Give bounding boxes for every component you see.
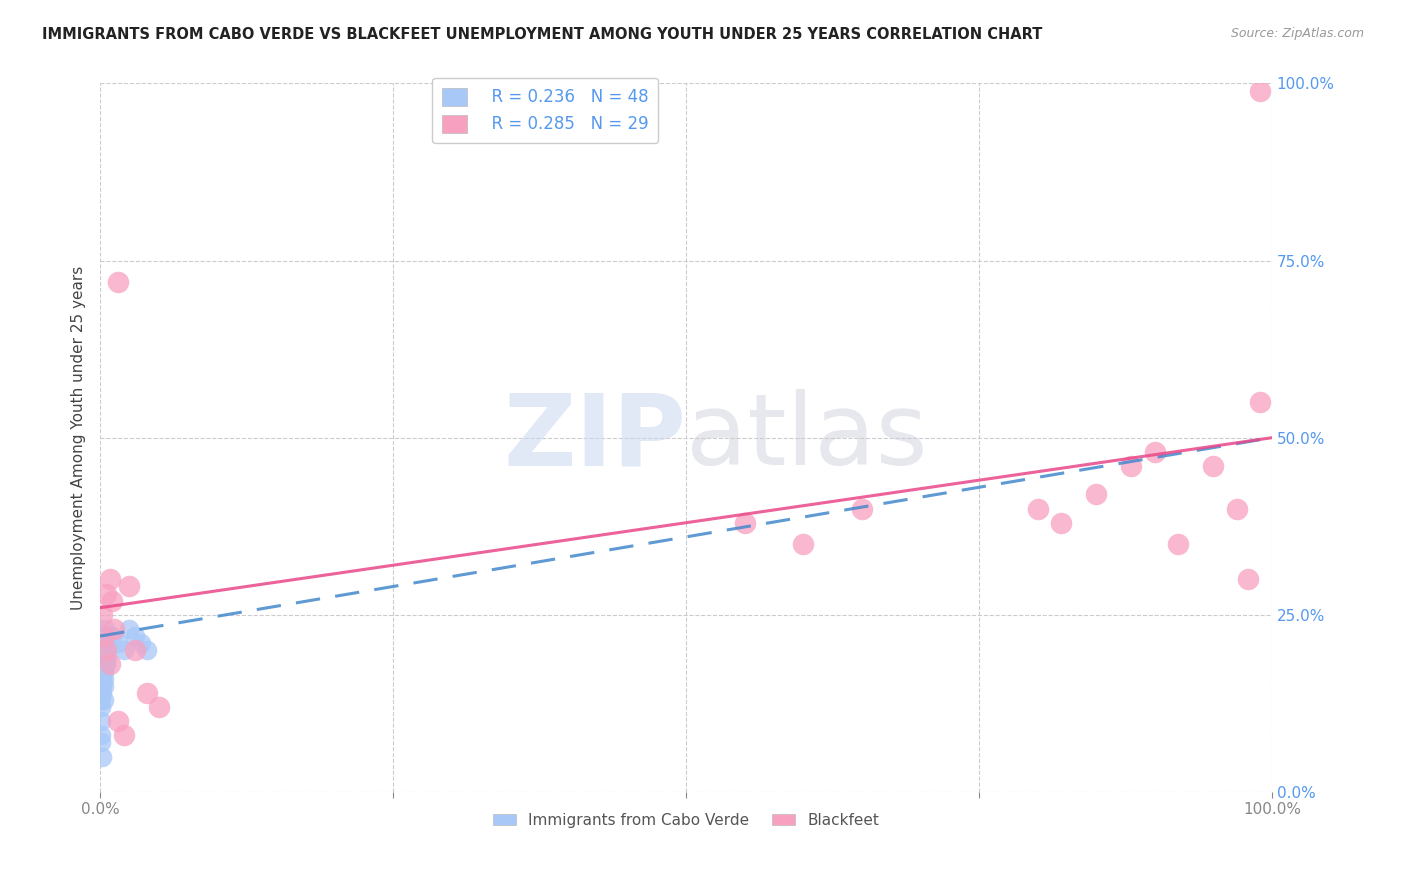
Y-axis label: Unemployment Among Youth under 25 years: Unemployment Among Youth under 25 years	[72, 266, 86, 610]
Point	[94, 622, 117, 636]
Point	[1050, 516, 1073, 530]
Point	[91, 749, 114, 764]
Point	[91, 657, 114, 672]
Point	[112, 643, 135, 657]
Point	[91, 672, 114, 686]
Point	[792, 537, 814, 551]
Point	[93, 636, 115, 650]
Point	[91, 629, 114, 643]
Point	[93, 679, 115, 693]
Point	[93, 650, 115, 665]
Point	[107, 636, 129, 650]
Point	[93, 643, 115, 657]
Point	[96, 650, 118, 665]
Point	[136, 686, 159, 700]
Point	[93, 629, 115, 643]
Point	[734, 516, 756, 530]
Point	[93, 643, 115, 657]
Point	[94, 629, 117, 643]
Point	[101, 629, 124, 643]
Point	[93, 629, 115, 643]
Point	[93, 643, 115, 657]
Point	[93, 693, 115, 707]
Point	[91, 665, 114, 679]
Point	[90, 735, 112, 749]
Point	[103, 622, 125, 636]
Point	[91, 672, 114, 686]
Point	[91, 665, 114, 679]
Point	[91, 657, 114, 672]
Point	[93, 672, 115, 686]
Point	[94, 643, 117, 657]
Point	[90, 714, 112, 728]
Point	[124, 643, 146, 657]
Point	[1249, 83, 1271, 97]
Point	[1202, 458, 1225, 473]
Point	[136, 643, 159, 657]
Point	[90, 728, 112, 742]
Point	[1121, 458, 1143, 473]
Point	[91, 679, 114, 693]
Point	[94, 586, 117, 600]
Point	[1085, 487, 1108, 501]
Point	[93, 650, 115, 665]
Point	[91, 643, 114, 657]
Text: IMMIGRANTS FROM CABO VERDE VS BLACKFEET UNEMPLOYMENT AMONG YOUTH UNDER 25 YEARS : IMMIGRANTS FROM CABO VERDE VS BLACKFEET …	[42, 27, 1043, 42]
Point	[94, 629, 117, 643]
Point	[94, 650, 117, 665]
Point	[93, 665, 115, 679]
Text: ZIP: ZIP	[503, 389, 686, 486]
Point	[98, 573, 121, 587]
Legend: Immigrants from Cabo Verde, Blackfeet: Immigrants from Cabo Verde, Blackfeet	[486, 806, 886, 834]
Point	[94, 636, 117, 650]
Point	[148, 700, 170, 714]
Text: Source: ZipAtlas.com: Source: ZipAtlas.com	[1230, 27, 1364, 40]
Point	[91, 607, 114, 622]
Point	[1143, 445, 1166, 459]
Point	[1226, 501, 1249, 516]
Point	[1167, 537, 1189, 551]
Point	[98, 657, 121, 672]
Point	[112, 728, 135, 742]
Point	[90, 700, 112, 714]
Point	[107, 275, 129, 289]
Point	[91, 665, 114, 679]
Point	[107, 714, 129, 728]
Point	[101, 593, 124, 607]
Point	[90, 686, 112, 700]
Point	[94, 636, 117, 650]
Point	[90, 679, 112, 693]
Point	[129, 636, 152, 650]
Point	[91, 686, 114, 700]
Point	[124, 629, 146, 643]
Point	[94, 657, 117, 672]
Point	[94, 643, 117, 657]
Point	[90, 693, 112, 707]
Point	[94, 657, 117, 672]
Point	[118, 579, 141, 593]
Point	[1237, 573, 1260, 587]
Point	[118, 622, 141, 636]
Point	[1026, 501, 1049, 516]
Point	[1249, 395, 1271, 409]
Text: atlas: atlas	[686, 389, 928, 486]
Point	[90, 657, 112, 672]
Point	[851, 501, 873, 516]
